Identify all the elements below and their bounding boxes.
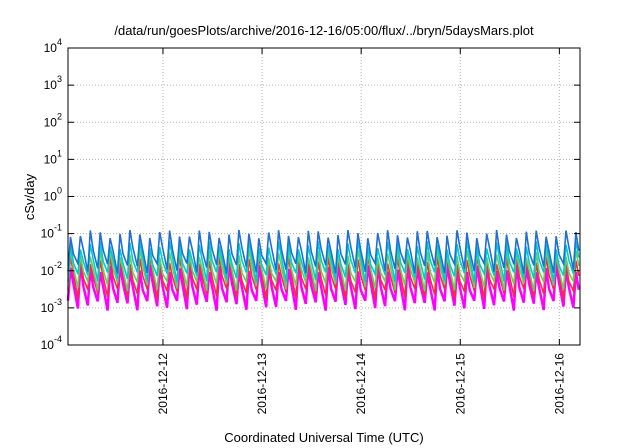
y-tick-label: 102 bbox=[44, 111, 62, 129]
y-tick-base: 10 bbox=[44, 115, 58, 129]
chart-title: /data/run/goesPlots/archive/2016-12-16/0… bbox=[114, 23, 534, 38]
y-tick-label: 100 bbox=[44, 186, 62, 204]
y-tick-exponent: 3 bbox=[57, 74, 62, 84]
series-group bbox=[66, 229, 581, 311]
y-tick-exponent: -3 bbox=[54, 297, 62, 307]
y-tick-label: 104 bbox=[44, 37, 62, 55]
y-tick-base: 10 bbox=[44, 41, 58, 55]
y-tick-base: 10 bbox=[44, 152, 58, 166]
series-line-3 bbox=[67, 249, 580, 292]
y-tick-label: 101 bbox=[44, 148, 62, 166]
y-tick-base: 10 bbox=[41, 301, 55, 315]
y-tick-exponent: -4 bbox=[54, 334, 62, 344]
x-tick-label: 2016-12-15 bbox=[453, 353, 467, 415]
y-tick-base: 10 bbox=[41, 338, 55, 352]
y-tick-base: 10 bbox=[41, 227, 55, 241]
x-tick-label: 2016-12-12 bbox=[156, 353, 170, 415]
x-axis-label: Coordinated Universal Time (UTC) bbox=[224, 430, 423, 445]
y-tick-label: 10-4 bbox=[41, 334, 62, 352]
y-tick-exponent: 1 bbox=[57, 148, 62, 158]
x-axis: 2016-12-12 2016-12-13 2016-12-14 2016-12-15… bbox=[156, 48, 566, 414]
x-tick-label: 2016-12-13 bbox=[255, 353, 269, 415]
y-tick-base: 10 bbox=[41, 264, 55, 278]
y-tick-label: 10-3 bbox=[41, 297, 62, 315]
y-tick-exponent: 4 bbox=[57, 37, 62, 47]
y-tick-exponent: 2 bbox=[57, 111, 62, 121]
y-tick-label: 10-1 bbox=[41, 223, 62, 241]
series-line-5 bbox=[67, 229, 580, 274]
y-tick-base: 10 bbox=[44, 190, 58, 204]
series-line-1 bbox=[66, 264, 581, 311]
y-axis-label: cSv/day bbox=[22, 173, 37, 220]
y-tick-label: 103 bbox=[44, 74, 62, 92]
y-tick-exponent: 0 bbox=[57, 186, 62, 196]
y-tick-exponent: -1 bbox=[54, 223, 62, 233]
x-tick-label: 2016-12-14 bbox=[354, 353, 368, 415]
y-tick-exponent: -2 bbox=[54, 260, 62, 270]
x-tick-label: 2016-12-16 bbox=[552, 353, 566, 415]
y-tick-label: 10-2 bbox=[41, 260, 62, 278]
y-tick-base: 10 bbox=[44, 78, 58, 92]
